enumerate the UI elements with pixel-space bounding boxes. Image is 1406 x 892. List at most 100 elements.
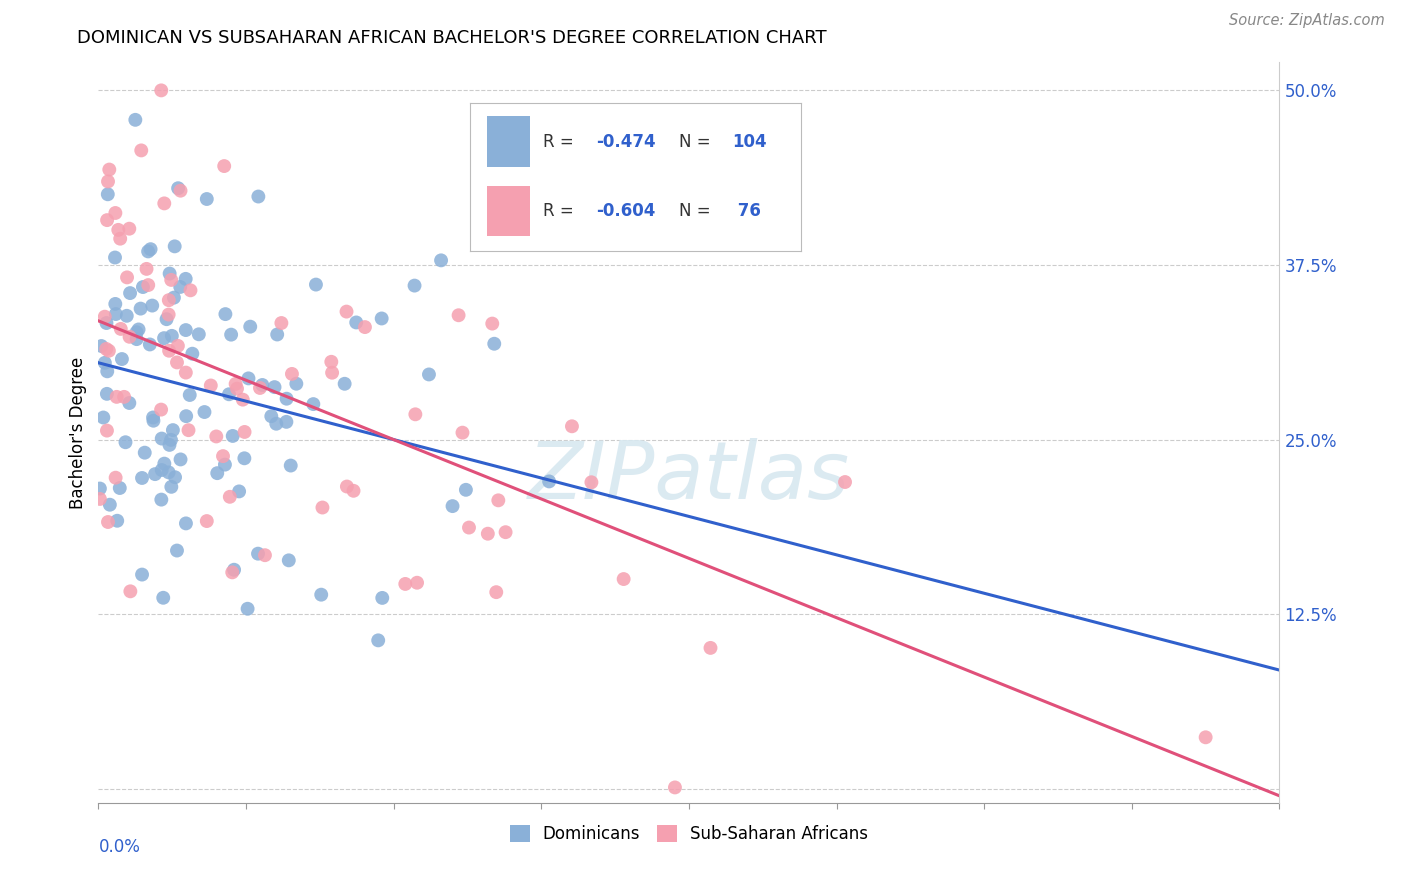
Point [226,382,249,396]
Point [305,277,328,292]
Point [404,278,426,293]
Point [136,278,159,293]
Point [110,322,132,336]
Point [321,366,343,380]
Point [613,572,636,586]
Point [195,514,218,528]
Point [277,553,299,567]
Point [205,429,228,443]
Point [142,414,165,428]
Point [285,376,308,391]
Point [270,316,292,330]
Point [143,467,166,482]
Point [163,291,186,305]
Point [125,332,148,346]
Point [699,640,721,655]
Point [167,339,190,353]
Point [342,483,364,498]
Point [153,331,176,345]
Point [834,475,856,489]
Point [441,499,464,513]
Point [309,588,332,602]
Point [212,449,235,463]
Point [266,327,288,342]
Point [96,387,118,401]
Text: DOMINICAN VS SUBSAHARAN AFRICAN BACHELOR'S DEGREE CORRELATION CHART: DOMINICAN VS SUBSAHARAN AFRICAN BACHELOR… [77,29,827,46]
Point [104,297,127,311]
Point [200,378,222,392]
Point [89,482,111,496]
Point [207,466,229,480]
Point [238,371,260,385]
Point [454,483,477,497]
Point [150,432,173,446]
Point [333,376,356,391]
Point [98,498,121,512]
Point [367,633,389,648]
Point [104,471,127,485]
Point [150,463,173,477]
Point [96,342,118,356]
Point [136,244,159,259]
Point [157,343,180,358]
Point [112,390,135,404]
Point [447,308,470,322]
Point [344,315,367,329]
Point [97,174,120,188]
Point [157,466,180,480]
Point [105,390,128,404]
Point [336,479,359,493]
Point [157,293,180,308]
Point [139,337,162,351]
Point [167,181,190,195]
Point [150,492,173,507]
Point [131,471,153,485]
Point [486,493,509,508]
Point [96,424,118,438]
Point [165,470,187,484]
Point [89,491,111,506]
Point [253,548,276,562]
Point [233,425,256,439]
Point [222,429,245,443]
Point [120,286,142,301]
Point [222,563,245,577]
Point [134,445,156,459]
Point [302,397,325,411]
Point [406,575,429,590]
Point [212,159,235,173]
Point [96,316,118,330]
Point [97,515,120,529]
Point [280,458,302,473]
Point [160,480,183,494]
Point [193,405,215,419]
Legend: Dominicans, Sub-Saharan Africans: Dominicans, Sub-Saharan Africans [503,819,875,850]
Point [160,273,183,287]
Point [160,329,183,343]
Point [281,367,304,381]
Point [104,251,127,265]
Point [169,184,191,198]
Point [150,83,173,97]
Y-axis label: Bachelor's Degree: Bachelor's Degree [69,357,87,508]
Point [370,311,392,326]
Point [232,392,254,407]
Point [169,280,191,294]
Point [247,547,270,561]
Point [263,380,285,394]
Point [260,409,283,424]
Point [218,387,240,401]
Point [169,452,191,467]
Point [181,347,204,361]
Point [97,343,120,358]
Point [108,481,131,495]
Point [135,261,157,276]
Point [105,514,128,528]
Point [139,242,162,256]
Point [129,144,152,158]
Point [107,223,129,237]
Point [174,366,197,380]
Point [104,206,127,220]
Point [418,368,440,382]
Point [94,310,117,324]
